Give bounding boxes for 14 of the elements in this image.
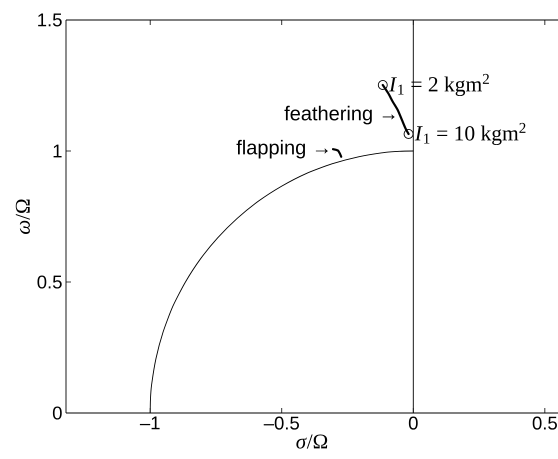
line-series — [332, 148, 342, 158]
x-tick-label: –0.5 — [264, 416, 299, 430]
y-axis-title: ω/Ω — [16, 199, 30, 234]
x-tick-label: –1 — [140, 416, 160, 430]
annotation: feathering → — [284, 106, 395, 124]
annotation: I$_{1}$ = 10 kgm$^{2}$ — [414, 122, 526, 146]
x-axis-title: σ/Ω — [296, 434, 328, 449]
y-tick-label: 1 — [54, 144, 62, 158]
x-tick-label: 0.5 — [532, 416, 557, 430]
annotation: flapping → — [236, 140, 328, 158]
y-tick-label: 0.5 — [37, 275, 62, 289]
y-tick-label: 1.5 — [38, 14, 62, 26]
y-tick-label: 0 — [52, 406, 62, 420]
x-tick-label: 0 — [408, 416, 418, 430]
